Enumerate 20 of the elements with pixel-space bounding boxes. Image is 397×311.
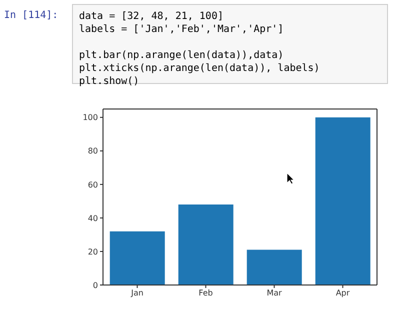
y-tick-label: 100	[82, 113, 98, 122]
x-tick-label: Feb	[198, 288, 213, 298]
bar	[178, 204, 234, 285]
y-tick-label: 40	[88, 214, 98, 223]
y-tick-label: 80	[88, 146, 98, 156]
text: plt.bar(np.arange(len(data)),data)	[79, 49, 285, 62]
bar	[110, 231, 165, 285]
y-tick-label: 60	[88, 180, 98, 190]
text: plt.xticks(np.arange(len(data)), labels)	[79, 62, 321, 75]
y-tick-label: 0	[92, 280, 98, 290]
bar	[315, 117, 370, 285]
x-tick-label: Jan	[130, 288, 144, 298]
text: labels = ['Jan','Feb','Mar','Apr']	[79, 23, 285, 36]
text: In [114]:	[4, 10, 58, 21]
x-tick-label: Apr	[336, 288, 350, 298]
text: data = [32, 48, 21, 100]	[79, 10, 224, 23]
y-tick-label: 20	[88, 247, 98, 256]
x-tick-label: Mar	[266, 288, 283, 298]
bar	[246, 250, 302, 285]
text: plt.show()	[79, 75, 140, 88]
